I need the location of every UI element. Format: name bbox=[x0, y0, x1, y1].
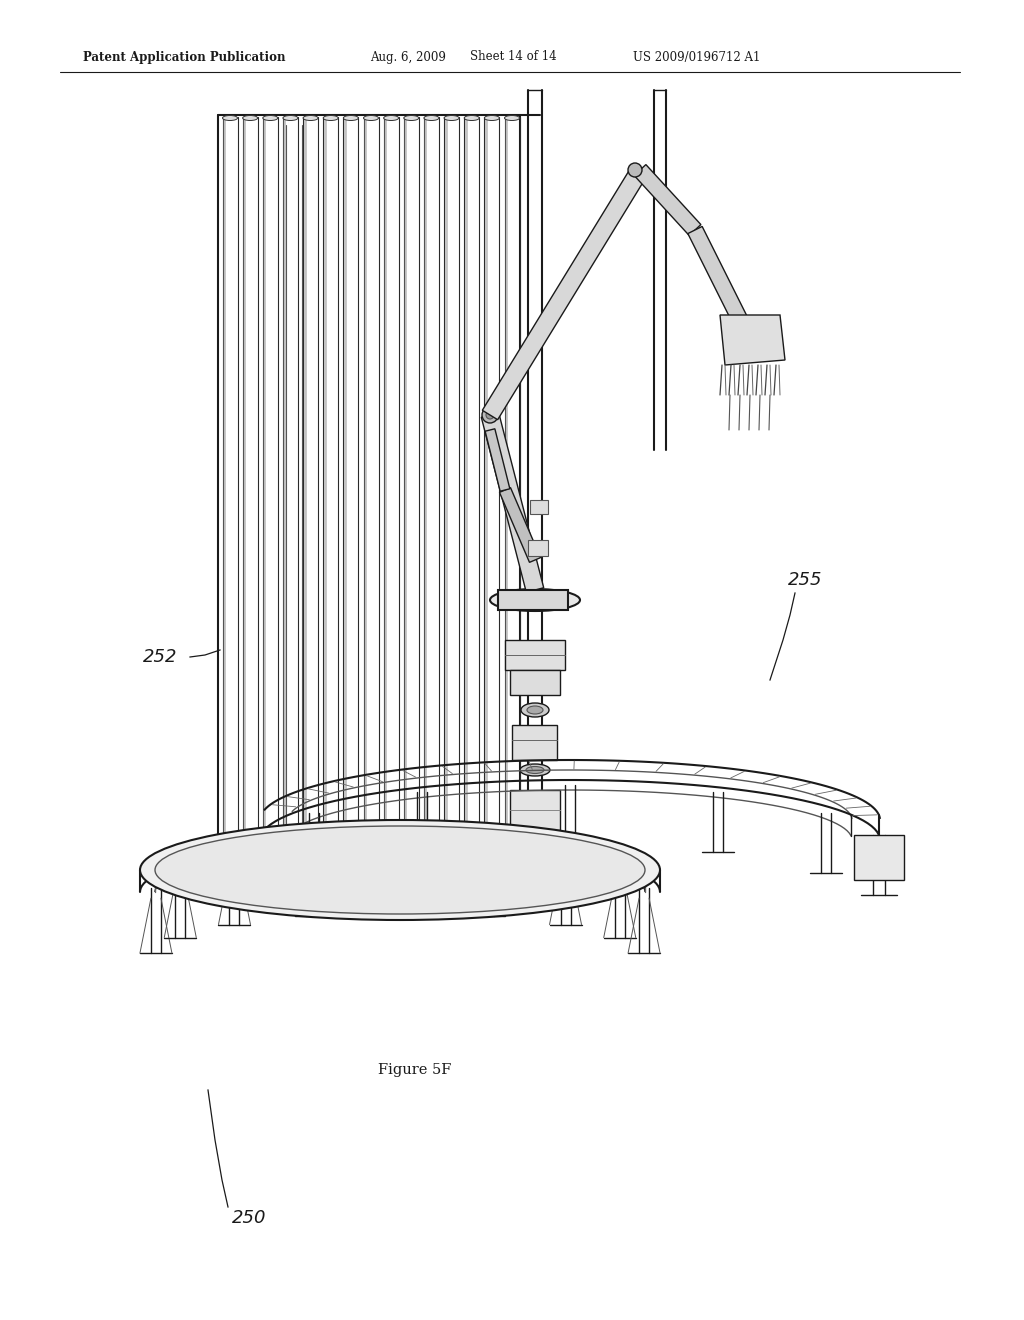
Ellipse shape bbox=[424, 116, 439, 120]
Polygon shape bbox=[485, 429, 510, 491]
Ellipse shape bbox=[444, 116, 459, 120]
Ellipse shape bbox=[403, 116, 419, 120]
Ellipse shape bbox=[520, 764, 550, 776]
Polygon shape bbox=[688, 227, 757, 343]
Text: US 2009/0196712 A1: US 2009/0196712 A1 bbox=[633, 50, 761, 63]
Ellipse shape bbox=[263, 116, 278, 120]
Bar bbox=[528, 540, 548, 556]
Text: Aug. 6, 2009: Aug. 6, 2009 bbox=[370, 50, 445, 63]
Ellipse shape bbox=[486, 411, 494, 418]
Ellipse shape bbox=[140, 820, 660, 920]
Ellipse shape bbox=[303, 116, 318, 120]
Ellipse shape bbox=[155, 826, 645, 913]
Polygon shape bbox=[482, 165, 647, 420]
Text: Figure 5F: Figure 5F bbox=[378, 1063, 452, 1077]
Ellipse shape bbox=[343, 116, 358, 120]
Text: 250: 250 bbox=[232, 1209, 266, 1228]
Bar bbox=[512, 725, 557, 760]
Bar bbox=[510, 671, 560, 696]
Text: Sheet 14 of 14: Sheet 14 of 14 bbox=[470, 50, 557, 63]
Polygon shape bbox=[481, 413, 544, 593]
Bar bbox=[510, 789, 560, 830]
Polygon shape bbox=[720, 315, 785, 366]
Ellipse shape bbox=[628, 162, 642, 177]
Ellipse shape bbox=[490, 589, 580, 611]
Ellipse shape bbox=[505, 116, 519, 120]
Bar bbox=[505, 640, 565, 671]
Bar bbox=[530, 500, 548, 513]
Ellipse shape bbox=[464, 116, 479, 120]
Bar bbox=[854, 834, 904, 879]
Ellipse shape bbox=[482, 407, 498, 422]
Polygon shape bbox=[500, 487, 541, 562]
Bar bbox=[498, 590, 568, 610]
Ellipse shape bbox=[364, 116, 379, 120]
Polygon shape bbox=[634, 165, 700, 235]
Ellipse shape bbox=[505, 593, 565, 607]
Ellipse shape bbox=[324, 116, 338, 120]
Text: Patent Application Publication: Patent Application Publication bbox=[83, 50, 286, 63]
Ellipse shape bbox=[484, 116, 500, 120]
Ellipse shape bbox=[526, 767, 544, 774]
Ellipse shape bbox=[384, 116, 398, 120]
Ellipse shape bbox=[527, 706, 543, 714]
Text: 252: 252 bbox=[143, 648, 177, 667]
Ellipse shape bbox=[243, 116, 258, 120]
Text: 255: 255 bbox=[788, 572, 822, 589]
Ellipse shape bbox=[222, 116, 238, 120]
Ellipse shape bbox=[521, 704, 549, 717]
Ellipse shape bbox=[283, 116, 298, 120]
